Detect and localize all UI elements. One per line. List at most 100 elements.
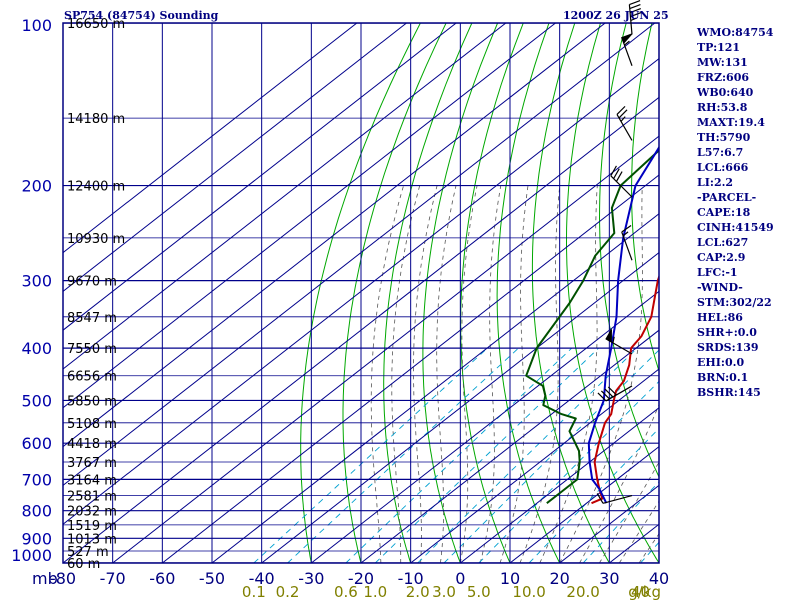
dry-adiabat-line xyxy=(779,0,800,563)
wind-barb-staff xyxy=(616,114,633,141)
dry-adiabat-line xyxy=(460,23,524,563)
pressure-tick-label: 600 xyxy=(21,434,52,453)
wind-barb-half-feather xyxy=(612,336,615,344)
isotherm-line xyxy=(410,368,659,563)
mixing-ratio-label: g/kg xyxy=(628,583,661,600)
wind-barb-feather xyxy=(604,388,614,398)
wind-barb-staff xyxy=(628,4,633,35)
wind-barb-feather xyxy=(629,4,641,10)
isotherm-line xyxy=(211,213,659,563)
index-item: LCL:627 xyxy=(697,236,749,249)
wind-barb-feather xyxy=(630,12,642,18)
wind-barb-staff xyxy=(605,385,633,402)
isotherm-line xyxy=(63,57,659,525)
wind-barb-staff xyxy=(602,494,633,504)
wind-barb-feather xyxy=(629,0,641,6)
dry-adiabat-line xyxy=(598,23,659,479)
index-item: SRDS:139 xyxy=(697,341,759,354)
index-item: MAXT:19.4 xyxy=(697,116,765,129)
height-label: 5850 m xyxy=(67,394,117,409)
dry-adiabat-line xyxy=(496,23,561,563)
pressure-tick-label: 500 xyxy=(21,391,52,410)
temperature-tick-label: 30 xyxy=(599,569,619,588)
mixing-ratio-label: 20.0 xyxy=(566,583,599,600)
wind-barb-feather xyxy=(629,8,641,14)
wind-barb-half-feather xyxy=(630,17,637,22)
wind-barb-feather xyxy=(600,390,610,400)
isotherm-line xyxy=(63,23,507,370)
wind-barb xyxy=(597,385,633,402)
wind-barb-half-feather xyxy=(624,40,630,46)
isotherm-line xyxy=(162,174,659,563)
index-item: LI:2.2 xyxy=(697,176,734,189)
wind-barb-half-feather xyxy=(622,231,629,237)
mixing-ratio-label: 3.0 xyxy=(432,583,456,600)
index-item: BRN:0.1 xyxy=(697,371,749,384)
wind-barb-feather xyxy=(616,105,626,115)
dry-adiabat-line xyxy=(531,23,610,563)
pressure-tick-label: 700 xyxy=(21,470,52,489)
temperature-tick-label: -10 xyxy=(398,569,424,588)
index-item: L57:6.7 xyxy=(697,146,744,159)
dry-adiabat-line xyxy=(631,23,659,373)
index-item: -WIND- xyxy=(697,281,743,294)
temperature-tick-label: 20 xyxy=(549,569,569,588)
moist-adiabat-line xyxy=(559,185,643,563)
index-item: SHR+:0.0 xyxy=(697,326,757,339)
isotherm-line xyxy=(63,23,606,448)
wind-barb-flag xyxy=(605,329,613,343)
temperature-tick-label: -30 xyxy=(298,569,324,588)
wind-barb-flag xyxy=(621,33,633,45)
dry-adiabat-line xyxy=(300,23,421,563)
index-item: WB0:640 xyxy=(697,86,754,99)
y-axis-title: mb xyxy=(32,569,58,588)
mixing-ratio-line xyxy=(345,347,573,563)
plot-area xyxy=(63,0,800,563)
isotherm-line xyxy=(360,329,659,563)
mixing-ratio-line xyxy=(443,349,659,563)
height-label: 8547 m xyxy=(67,311,117,326)
height-label: 7550 m xyxy=(67,342,117,357)
pressure-tick-label: 100 xyxy=(21,16,52,35)
height-label: 2032 m xyxy=(67,505,117,520)
mixing-ratio-label: 0.6 xyxy=(334,583,358,600)
index-item: EHI:0.0 xyxy=(697,356,745,369)
pressure-tick-label: 300 xyxy=(21,272,52,291)
mixing-ratio-label: 10.0 xyxy=(512,583,545,600)
isotherm-line xyxy=(112,135,659,563)
pressure-tick-label: 200 xyxy=(21,177,52,196)
index-item: BSHR:145 xyxy=(697,386,761,399)
temperature-tick-label: -40 xyxy=(249,569,275,588)
index-item: CAP:2.9 xyxy=(697,251,746,264)
isotherm-line xyxy=(509,445,659,563)
temperature-tick-label: -80 xyxy=(50,569,76,588)
height-label: 9670 m xyxy=(67,275,117,290)
isotherm-line xyxy=(63,23,358,254)
index-item: -PARCEL- xyxy=(697,191,757,204)
wind-barb-feather xyxy=(621,224,632,233)
mixing-ratio-label: 40 xyxy=(631,583,650,600)
mixing-ratio-line xyxy=(417,347,638,563)
height-label: 10930 m xyxy=(67,232,125,247)
height-label: 2581 m xyxy=(67,490,117,505)
isotherm-line xyxy=(63,23,457,331)
temperature-tick-label: -20 xyxy=(348,569,374,588)
height-label: 527 m xyxy=(67,545,109,560)
isotherm-line xyxy=(63,23,556,409)
stability-indices-panel: WMO:84754 TP:121 MW:131 FRZ:606 WB0:640 RH:53… xyxy=(697,25,774,400)
pressure-tick-label: 800 xyxy=(21,502,52,521)
wind-barb xyxy=(628,0,642,35)
index-item: TH:5790 xyxy=(697,131,751,144)
index-item: FRZ:606 xyxy=(697,71,750,84)
temperature-tick-label: 10 xyxy=(500,569,520,588)
wind-barb-feather xyxy=(610,165,617,177)
mixing-ratio-label: 0.1 xyxy=(242,583,266,600)
wind-barb-feather xyxy=(613,168,620,179)
valid-time: 1200Z 26 JUN 25 xyxy=(563,9,669,22)
height-label: 16650 m xyxy=(67,17,125,32)
mixing-ratio-label: 0.2 xyxy=(276,583,300,600)
pressure-tick-label: 1000 xyxy=(11,546,52,565)
index-item: TP:121 xyxy=(697,41,741,54)
isotherm-line xyxy=(311,290,659,563)
